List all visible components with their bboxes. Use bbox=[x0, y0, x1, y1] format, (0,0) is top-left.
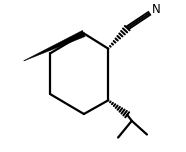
Polygon shape bbox=[24, 30, 85, 61]
Text: N: N bbox=[152, 3, 161, 16]
